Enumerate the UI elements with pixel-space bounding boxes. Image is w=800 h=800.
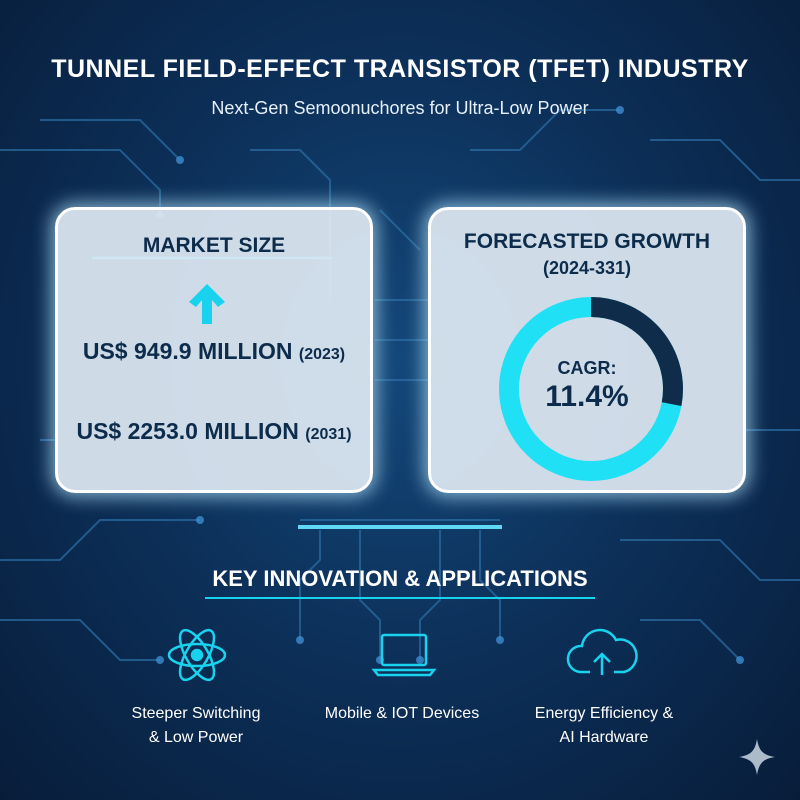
year: (2023) — [298, 346, 346, 363]
application: Mobile & IOT Devices — [292, 702, 512, 726]
metric-label: CAGR: — [557, 358, 617, 378]
donut — [499, 297, 683, 481]
year: (2031) — [305, 426, 352, 443]
label: AI Hardware — [559, 729, 649, 746]
market-row: US$ 949.9 MILLION (2023) — [58, 338, 370, 365]
atom-icon — [167, 628, 227, 682]
card-title: MARKET SIZE — [142, 234, 286, 257]
label: Mobile & IOT Devices — [324, 705, 480, 722]
market-card: MARKET SIZE US$ 949.9 MILLION (2023) US$… — [55, 207, 373, 493]
arrow-icon — [189, 284, 225, 324]
laptop-icon — [371, 633, 437, 677]
section-title: KEY INNOVATION & APPLICATIONS — [212, 566, 588, 591]
title: TUNNEL FIELD-EFFECT TRANSISTOR (TFET) IN… — [51, 55, 749, 83]
period: (2024-331) — [542, 258, 632, 278]
card-title: FORECASTED GROWTH — [463, 230, 711, 253]
application: Steeper Switching & Low Power — [86, 702, 306, 750]
label: & Low Power — [148, 729, 244, 746]
label: Energy Efficiency & — [534, 705, 674, 722]
cloud-icon — [566, 628, 638, 675]
metric-value: 11.4% — [545, 380, 629, 413]
value: US$ 949.9 MILLION — [82, 338, 293, 364]
sparkle — [739, 739, 775, 775]
icons — [167, 628, 638, 682]
market-row: US$ 2253.0 MILLION (2031) — [58, 418, 370, 445]
value: US$ 2253.0 MILLION — [76, 418, 299, 444]
growth-card: FORECASTED GROWTH (2024-331) CAGR: 11.4% — [428, 207, 746, 493]
subtitle: Next-Gen Semoonuchores for Ultra-Low Pow… — [211, 98, 589, 118]
label: Steeper Switching — [131, 705, 261, 722]
application: Energy Efficiency & AI Hardware — [494, 702, 714, 750]
